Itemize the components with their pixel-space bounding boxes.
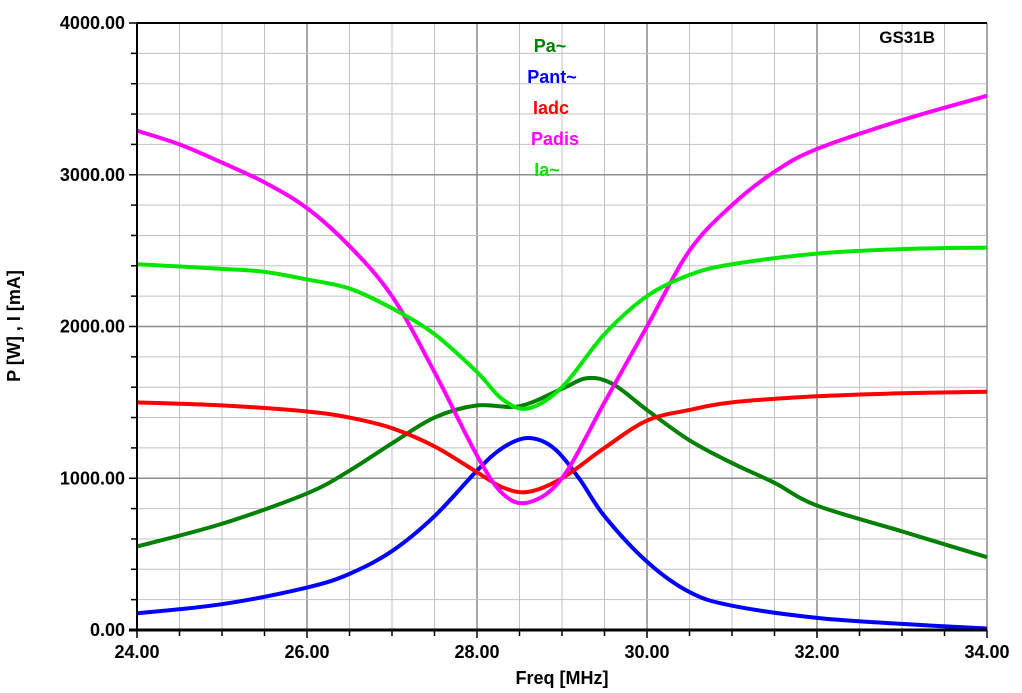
legend-entry: Pant~	[527, 67, 577, 87]
axes: 24.00 26.00 28.00 30.00 32.00 34.00 0.00 1000.0…	[60, 13, 1010, 662]
x-tick-label: 34.00	[964, 642, 1009, 662]
x-axis-label: Freq [MHz]	[516, 668, 609, 688]
series-line-ia	[136, 245, 988, 411]
x-tick-label: 24.00	[114, 642, 159, 662]
chart-title: GS31B	[879, 28, 935, 47]
x-tick-label: 28.00	[454, 642, 499, 662]
x-tick-label: 32.00	[794, 642, 839, 662]
series-line-pant	[136, 436, 988, 631]
x-tick-label: 26.00	[284, 642, 329, 662]
legend-entry: Iadc	[533, 98, 569, 118]
y-tick-label: 1000.00	[60, 468, 125, 488]
y-axis-label: P [W] , I [mA]	[4, 270, 24, 382]
series-line-pa	[136, 375, 988, 560]
series-lines	[136, 93, 988, 631]
x-tick-label: 30.00	[624, 642, 669, 662]
series-line-padis	[136, 93, 988, 506]
legend-entry: Ia~	[534, 160, 560, 180]
series-line-iadc	[136, 389, 988, 495]
legend: Pa~ Pant~ Iadc Padis Ia~	[527, 36, 579, 180]
legend-entry: Pa~	[534, 36, 567, 56]
legend-entry: Padis	[531, 129, 579, 149]
y-tick-label: 3000.00	[60, 165, 125, 185]
y-tick-label: 0.00	[90, 620, 125, 640]
y-tick-label: 2000.00	[60, 317, 125, 337]
y-tick-label: 4000.00	[60, 13, 125, 33]
